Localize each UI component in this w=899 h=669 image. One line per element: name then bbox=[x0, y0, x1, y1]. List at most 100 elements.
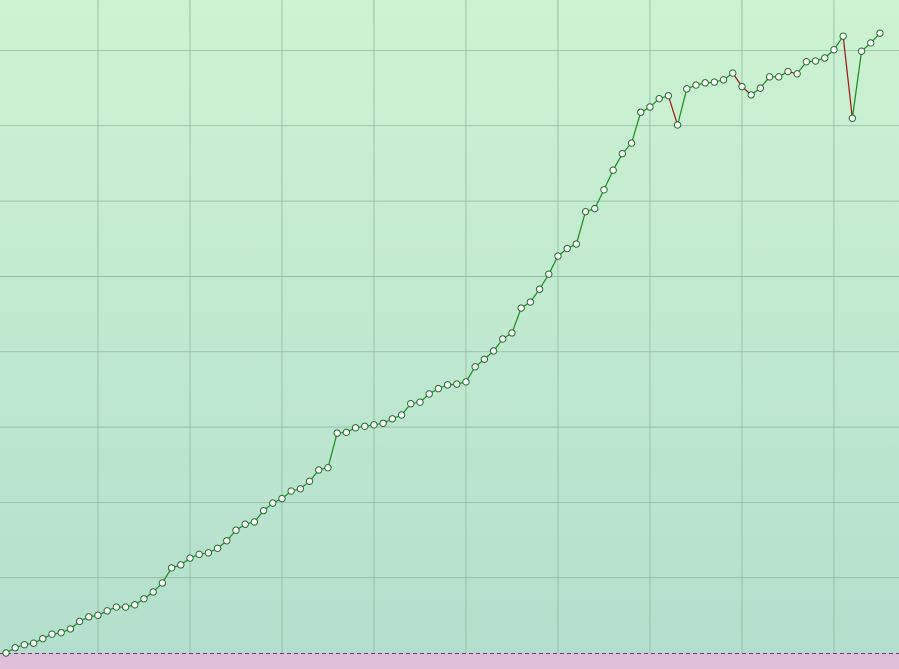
point-marker bbox=[489, 347, 498, 355]
point-marker bbox=[692, 81, 700, 89]
point-marker bbox=[627, 139, 636, 147]
point-marker bbox=[830, 46, 838, 54]
point-marker bbox=[609, 166, 617, 174]
point-marker bbox=[821, 54, 829, 62]
point-marker bbox=[204, 549, 213, 557]
point-marker bbox=[554, 252, 562, 260]
point-marker bbox=[140, 595, 148, 603]
point-marker bbox=[379, 419, 387, 427]
point-marker bbox=[683, 85, 691, 93]
point-marker bbox=[305, 477, 314, 485]
point-marker bbox=[701, 79, 709, 87]
point-marker bbox=[296, 485, 305, 493]
point-marker bbox=[177, 561, 185, 569]
point-marker bbox=[719, 76, 728, 84]
point-marker bbox=[29, 639, 38, 647]
point-marker bbox=[241, 520, 249, 528]
point-marker bbox=[857, 47, 866, 55]
point-marker bbox=[269, 499, 277, 507]
point-marker bbox=[618, 149, 627, 158]
point-marker bbox=[526, 298, 535, 306]
point-marker bbox=[876, 29, 884, 37]
point-marker bbox=[867, 39, 875, 47]
point-marker bbox=[232, 526, 240, 534]
line-segment bbox=[676, 88, 688, 126]
point-marker bbox=[351, 424, 360, 432]
point-marker bbox=[361, 422, 369, 430]
point-marker bbox=[315, 466, 323, 474]
line-segment bbox=[327, 432, 338, 468]
point-marker bbox=[443, 381, 452, 389]
point-marker bbox=[407, 400, 415, 408]
point-marker bbox=[103, 607, 111, 615]
point-marker bbox=[94, 611, 102, 620]
point-marker bbox=[499, 335, 507, 343]
plot-background bbox=[0, 0, 899, 653]
line-segment bbox=[575, 211, 587, 245]
point-marker bbox=[591, 204, 599, 213]
point-marker bbox=[784, 67, 792, 76]
point-marker bbox=[756, 84, 765, 92]
point-marker bbox=[287, 487, 295, 495]
point-marker bbox=[637, 108, 645, 116]
point-marker bbox=[416, 398, 424, 406]
point-marker bbox=[195, 550, 203, 559]
point-marker bbox=[223, 537, 231, 545]
point-marker bbox=[839, 32, 847, 40]
point-marker bbox=[11, 644, 19, 652]
point-marker bbox=[370, 421, 378, 429]
point-marker bbox=[572, 240, 581, 248]
point-marker bbox=[85, 613, 93, 621]
point-marker bbox=[250, 518, 259, 526]
point-marker bbox=[655, 94, 663, 103]
point-marker bbox=[75, 617, 84, 626]
point-marker bbox=[563, 244, 571, 253]
point-marker bbox=[112, 603, 121, 611]
point-marker bbox=[39, 634, 47, 643]
point-marker bbox=[517, 304, 525, 312]
point-marker bbox=[57, 628, 65, 637]
point-marker bbox=[425, 390, 433, 398]
line-segment bbox=[851, 51, 863, 119]
point-marker bbox=[480, 355, 489, 363]
point-marker bbox=[673, 121, 682, 129]
point-marker bbox=[324, 464, 332, 472]
point-marker bbox=[259, 506, 268, 515]
point-marker bbox=[535, 285, 544, 293]
point-marker bbox=[848, 114, 857, 122]
point-marker bbox=[131, 601, 139, 609]
point-marker bbox=[710, 78, 719, 86]
line-segment bbox=[667, 95, 679, 126]
point-marker bbox=[811, 57, 820, 65]
point-marker bbox=[434, 384, 443, 393]
point-marker bbox=[802, 58, 811, 66]
line-segment bbox=[511, 307, 522, 334]
point-marker bbox=[775, 73, 783, 81]
point-marker bbox=[729, 69, 737, 77]
point-marker bbox=[765, 73, 774, 81]
point-marker bbox=[646, 103, 654, 111]
point-marker bbox=[600, 186, 608, 194]
line-segment bbox=[630, 112, 642, 144]
point-marker bbox=[462, 378, 470, 386]
point-marker bbox=[664, 91, 673, 100]
point-marker bbox=[342, 428, 351, 437]
point-marker bbox=[581, 207, 590, 216]
bottom-band bbox=[0, 653, 899, 669]
point-marker bbox=[738, 82, 746, 91]
point-marker bbox=[186, 554, 194, 562]
point-marker bbox=[149, 588, 157, 596]
point-marker bbox=[793, 70, 801, 78]
point-marker bbox=[48, 630, 56, 638]
line-segment bbox=[842, 36, 853, 119]
point-marker bbox=[471, 363, 479, 371]
point-marker bbox=[20, 641, 29, 649]
point-marker bbox=[121, 603, 130, 611]
point-marker bbox=[545, 270, 553, 278]
point-marker bbox=[167, 564, 176, 572]
point-marker bbox=[278, 494, 286, 503]
point-marker bbox=[66, 625, 75, 633]
point-marker bbox=[388, 415, 397, 423]
